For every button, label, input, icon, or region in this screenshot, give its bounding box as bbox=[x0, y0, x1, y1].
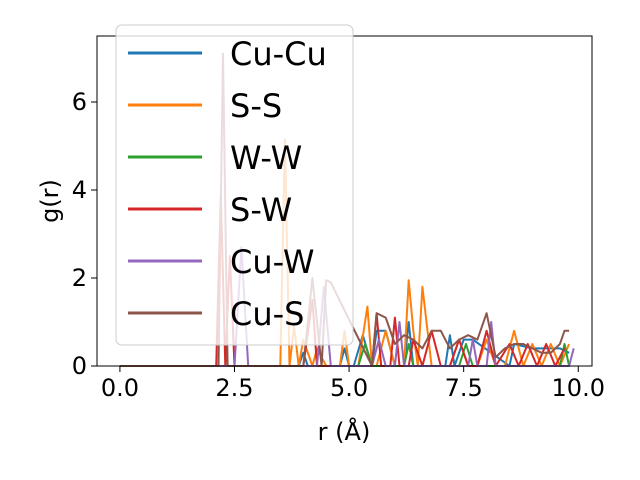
y-tick-label: 0 bbox=[72, 352, 87, 380]
y-tick-label: 6 bbox=[72, 88, 87, 116]
y-axis: 0 2 4 6 bbox=[72, 88, 97, 380]
series-line-s-s bbox=[119, 138, 571, 367]
y-tick-label: 4 bbox=[72, 176, 87, 204]
x-tick-label: 2.5 bbox=[215, 374, 253, 402]
legend-label: W-W bbox=[230, 139, 302, 177]
y-axis-label: g(r) bbox=[36, 179, 64, 223]
x-tick-label: 7.5 bbox=[445, 374, 483, 402]
x-axis-label: r (Å) bbox=[318, 417, 371, 446]
legend-label: S-S bbox=[230, 87, 282, 125]
x-axis: 0.0 2.5 5.0 7.5 10.0 bbox=[101, 366, 605, 402]
x-tick-label: 10.0 bbox=[552, 374, 605, 402]
x-tick-label: 5.0 bbox=[330, 374, 368, 402]
y-tick-label: 2 bbox=[72, 264, 87, 292]
legend-label: Cu-Cu bbox=[230, 35, 327, 73]
legend-label: S-W bbox=[230, 191, 292, 229]
legend: Cu-Cu S-S W-W S-W Cu-W Cu-S bbox=[115, 24, 354, 346]
legend-label: Cu-W bbox=[230, 243, 315, 281]
legend-label: Cu-S bbox=[230, 295, 304, 333]
x-tick-label: 0.0 bbox=[101, 374, 139, 402]
